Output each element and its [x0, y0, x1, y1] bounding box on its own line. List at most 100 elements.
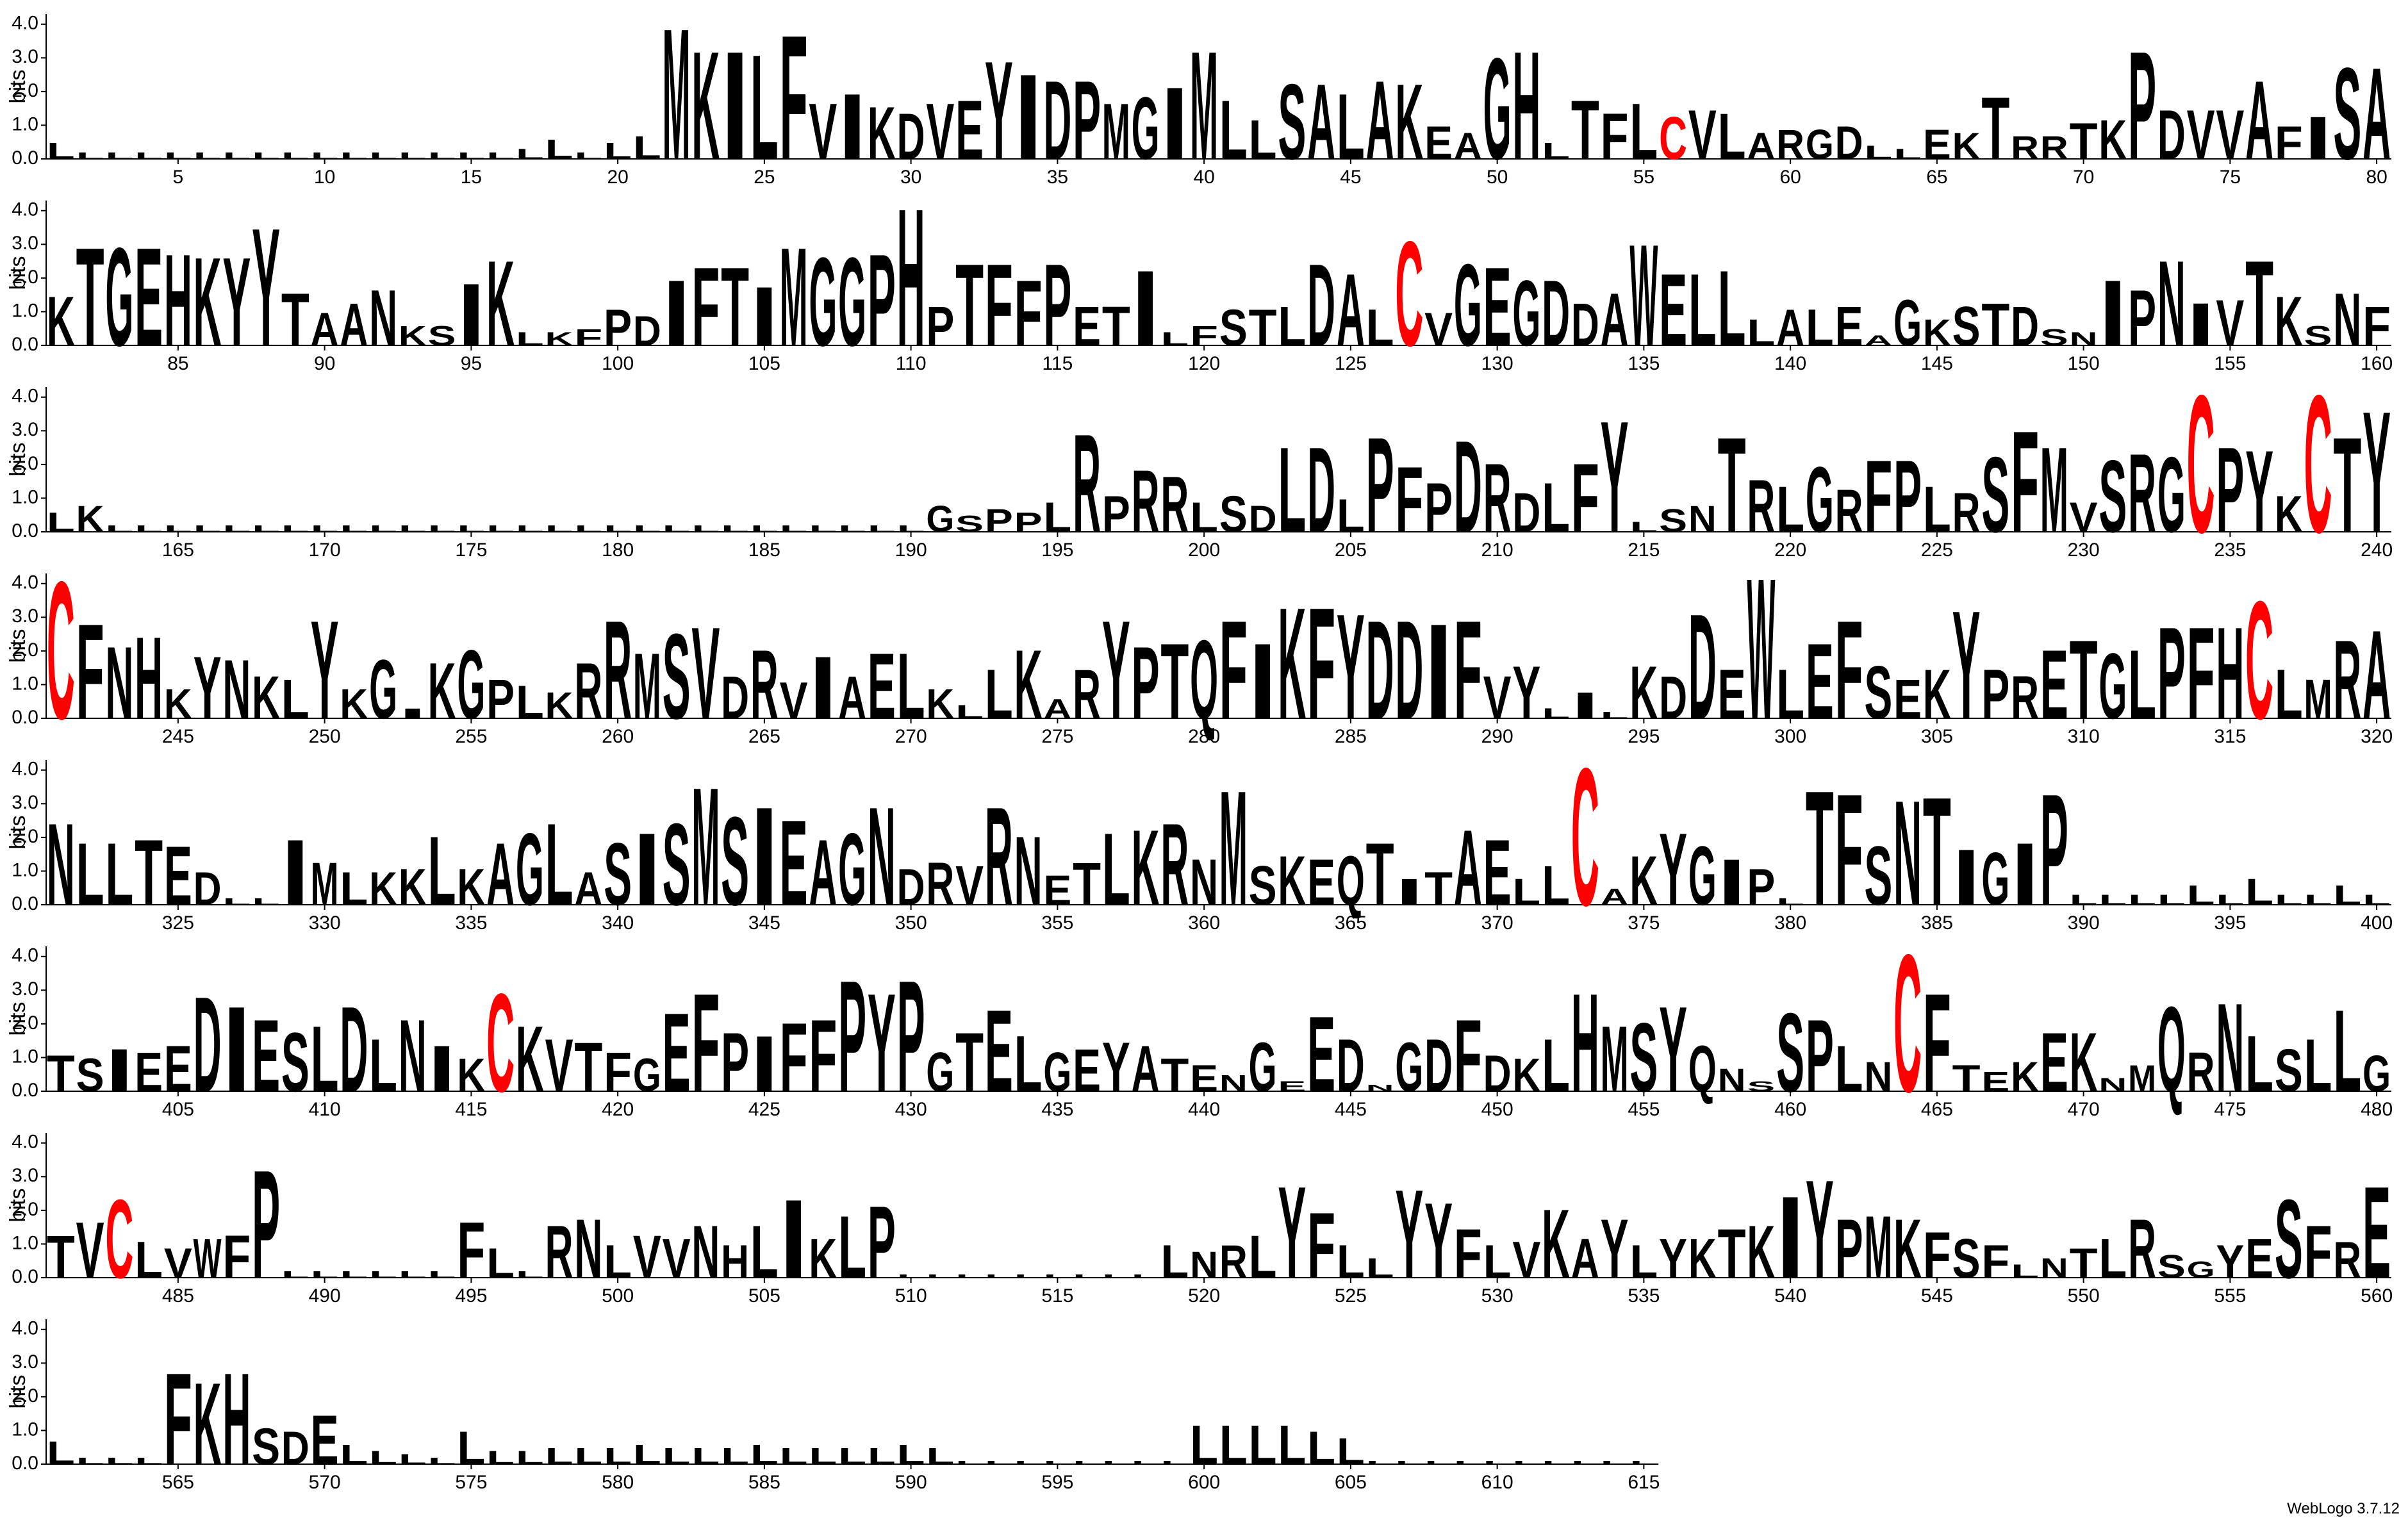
logo-letter: L: [399, 1452, 427, 1467]
logo-letter: L: [369, 523, 397, 534]
logo-letter: Y: [1601, 1201, 1629, 1296]
logo-letter: R: [750, 630, 779, 739]
logo-letter: L: [369, 151, 397, 161]
x-tick-label: 460: [1774, 1099, 1806, 1120]
x-tick-label: 560: [2361, 1285, 2393, 1307]
logo-letter: L: [281, 1269, 309, 1280]
x-tick-label: 355: [1041, 912, 1073, 934]
logo-letter: L: [164, 523, 192, 534]
logo-letter: L: [1160, 1236, 1189, 1288]
logo-letter: K: [2275, 486, 2303, 543]
logo-letter: L: [1337, 490, 1365, 542]
x-tick-label: 385: [1921, 912, 1953, 934]
logo-letter: L: [1043, 493, 1071, 541]
logo-letter: M: [2040, 423, 2068, 558]
logo-letter: F: [1307, 574, 1335, 752]
logo-letter: N: [1190, 846, 1218, 919]
logo-letter: L: [721, 523, 749, 534]
logo-letter: M: [691, 752, 720, 941]
logo-letter: S: [76, 1050, 104, 1101]
logo-letter: F: [2187, 600, 2215, 746]
logo-letter: S: [663, 800, 691, 930]
x-tick-label: 75: [2220, 167, 2241, 188]
logo-letter: F: [164, 1346, 192, 1492]
logo-letter: G: [2099, 634, 2127, 739]
logo-letter: W: [194, 1228, 222, 1290]
logo-letter: P: [1893, 440, 1922, 554]
logo-letter: D: [1366, 591, 1394, 748]
logo-letter: N: [1014, 816, 1043, 926]
x-tick-label: 430: [895, 1099, 927, 1120]
logo-letter: L: [516, 677, 544, 729]
logo-letter: L: [1014, 1460, 1043, 1465]
logo-letter: D: [194, 969, 222, 1121]
logo-letter: L: [955, 1460, 984, 1465]
logo-letter: D: [897, 100, 925, 173]
logo-letter: D: [1835, 117, 1863, 169]
logo-letter: F: [2275, 117, 2303, 169]
logo-letter: A: [809, 821, 837, 925]
logo-letter: L: [750, 523, 779, 534]
logo-letter: V: [76, 1206, 104, 1295]
logo-letter: Y: [2363, 375, 2391, 569]
logo-letter: G: [1893, 286, 1922, 359]
logo-letter: T: [1981, 290, 2009, 358]
logo-letter: L: [516, 1447, 544, 1468]
logo-letter: Q: [1337, 841, 1365, 919]
logo-letter: R: [545, 1210, 573, 1294]
logo-letter: E: [1190, 1058, 1218, 1100]
logo-letter: T: [955, 1015, 984, 1109]
logo-letter: T: [1981, 79, 2009, 178]
logo-letter: L: [369, 1269, 397, 1280]
logo-letter: L: [281, 523, 309, 534]
logo-letter: F: [1864, 440, 1892, 554]
logo-letter: A: [311, 304, 339, 356]
logo-letter: L: [2275, 893, 2303, 908]
logo-letter: S: [1278, 63, 1306, 183]
x-tick-label: 395: [2214, 912, 2246, 934]
logo-letter: L: [1923, 473, 1951, 546]
logo-letter: L: [780, 523, 808, 534]
logo-letter: L: [1073, 1274, 1101, 1279]
x-tick-label: 350: [895, 912, 927, 934]
logo-letter: K: [516, 1007, 544, 1112]
logo-letter: S: [1864, 651, 1892, 735]
logo-letter: V: [663, 1228, 691, 1290]
logo-row: bits 0.0 1.0 2.0 3.0 4.0 5 10 15 20 25 30 35 40 45 50 55…: [6, 0, 2391, 199]
logo-letter: I: [721, 19, 749, 192]
logo-letter: L: [2363, 893, 2391, 908]
x-tick-label: 420: [602, 1099, 634, 1120]
logo-letter: L: [516, 329, 544, 349]
logo-letter: S: [604, 825, 632, 924]
logo-letter: Y: [1512, 651, 1540, 735]
logo-letter: S: [1952, 295, 1981, 358]
logo-letter: I: [1249, 622, 1277, 742]
logo-letter: L: [1337, 1236, 1365, 1288]
logo-letter: R: [1073, 655, 1101, 733]
logo-letter: A: [1601, 278, 1629, 362]
logo-letter: K: [2070, 1015, 2098, 1109]
y-axis-label: bits: [6, 256, 30, 290]
logo-letter: S: [1864, 828, 1892, 923]
x-tick-label: 525: [1335, 1285, 1367, 1307]
logo-letter: L: [604, 1444, 632, 1469]
logo-letter: N: [691, 1210, 720, 1294]
logo-letter: R: [2333, 617, 2361, 743]
logo-letter: G: [1132, 79, 1160, 178]
logo-letter: L: [721, 1444, 749, 1469]
logo-letter: L: [47, 138, 75, 164]
x-tick-label: 485: [162, 1285, 194, 1307]
logo-letter: L: [428, 816, 456, 926]
logo-letter: P: [1014, 506, 1043, 538]
logo-letter: L: [604, 138, 632, 164]
logo-letter: T: [1160, 622, 1189, 742]
logo-letter: A: [838, 663, 866, 731]
logo-letter: I: [750, 1019, 779, 1109]
logo-letter: L: [838, 1198, 866, 1297]
logo-letter: L: [2157, 893, 2186, 908]
y-tick-label: 2.0: [12, 453, 38, 474]
logo-letter: K: [1952, 126, 1981, 167]
x-tick-label: 10: [314, 167, 335, 188]
logo-letter: G: [1981, 837, 2009, 921]
